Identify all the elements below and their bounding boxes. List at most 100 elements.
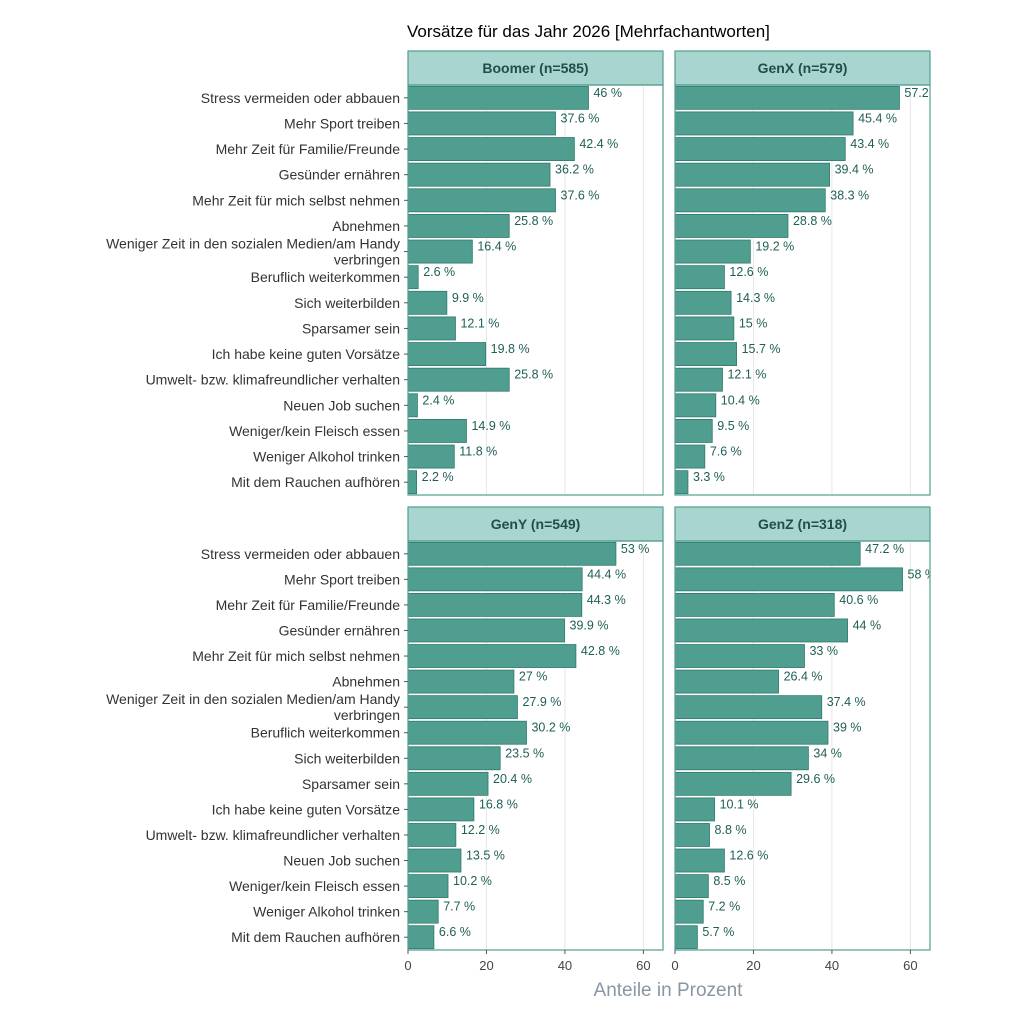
value-label-genx-15: 3.3 %	[693, 470, 725, 484]
value-label-genx-13: 9.5 %	[717, 419, 749, 433]
bar-genz-3	[675, 618, 849, 643]
value-label-boomer-2: 42.4 %	[579, 137, 618, 151]
category-label: Sparsamer sein	[302, 320, 400, 336]
value-label-boomer-9: 12.1 %	[460, 316, 499, 330]
category-label: Neuen Job suchen	[283, 853, 400, 869]
bar-genz-0	[675, 541, 861, 566]
bar-boomer-10	[408, 342, 487, 366]
bar-geny-7	[408, 720, 527, 745]
bar-genx-13	[675, 419, 713, 443]
value-label-genx-12: 10.4 %	[721, 393, 760, 407]
value-label-geny-13: 10.2 %	[453, 874, 492, 888]
value-label-genz-2: 40.6 %	[839, 593, 878, 607]
bar-geny-1	[408, 567, 583, 592]
bar-boomer-0	[408, 85, 589, 110]
bar-genz-1	[675, 567, 903, 592]
value-label-genx-5: 28.8 %	[793, 214, 832, 228]
category-label: Mit dem Rauchen aufhören	[231, 929, 400, 945]
bar-geny-0	[408, 541, 617, 566]
value-label-genz-4: 33 %	[809, 644, 838, 658]
bar-genx-15	[675, 470, 689, 495]
category-label: Weniger/kein Fleisch essen	[229, 423, 400, 439]
value-label-genx-10: 15.7 %	[742, 342, 781, 356]
value-label-genx-4: 38.3 %	[830, 188, 869, 202]
category-label: Abnehmen	[332, 674, 400, 690]
value-label-geny-3: 39.9 %	[570, 618, 609, 632]
panel-border-genz	[674, 540, 931, 951]
value-label-genx-6: 19.2 %	[755, 240, 794, 254]
category-label: Mehr Sport treiben	[284, 115, 400, 131]
value-label-geny-0: 53 %	[621, 542, 650, 556]
facet-panels: Boomer (n=585) 46 % 37.6 % 42.4 % 36.2 % 37.6…	[404, 50, 943, 973]
value-label-genx-1: 45.4 %	[858, 111, 897, 125]
value-label-geny-1: 44.4 %	[587, 567, 626, 581]
value-label-boomer-0: 46 %	[593, 86, 622, 100]
bar-genz-8	[675, 746, 809, 771]
bars-genz: 47.2 % 58 % 40.6 % 44 % 33 % 26.4 % 37.4 % 39 %…	[675, 541, 937, 950]
strip-label-genz: GenZ (n=318)	[758, 516, 847, 532]
x-tick-label: 20	[746, 958, 760, 973]
value-label-genz-5: 26.4 %	[784, 670, 823, 684]
category-label: Stress vermeiden oder abbauen	[201, 546, 400, 562]
bar-geny-5	[408, 669, 515, 694]
value-label-geny-2: 44.3 %	[587, 593, 626, 607]
bar-boomer-13	[408, 419, 467, 443]
category-label: Mehr Sport treiben	[284, 571, 400, 587]
bar-boomer-7	[408, 265, 419, 290]
category-label: Weniger Alkohol trinken	[253, 449, 400, 465]
category-label: Umwelt- bzw. klimafreundlicher verhalten	[146, 827, 400, 843]
bar-geny-6	[408, 695, 518, 720]
value-label-boomer-4: 37.6 %	[561, 188, 600, 202]
value-label-genz-6: 37.4 %	[827, 695, 866, 709]
bar-genz-15	[675, 925, 698, 950]
bar-geny-8	[408, 746, 501, 771]
panel-border-geny	[407, 540, 664, 951]
x-tick-label: 40	[558, 958, 572, 973]
bar-boomer-11	[408, 367, 510, 392]
value-label-geny-12: 13.5 %	[466, 849, 505, 863]
value-label-geny-5: 27 %	[519, 670, 548, 684]
bar-genx-7	[675, 265, 725, 290]
value-label-genz-12: 12.6 %	[729, 849, 768, 863]
value-label-genx-0: 57.2 %	[904, 86, 943, 100]
x-tick-label: 40	[825, 958, 839, 973]
category-label: Neuen Job suchen	[283, 397, 400, 413]
x-axis-title: Anteile in Prozent	[594, 980, 744, 1001]
value-label-genz-11: 8.8 %	[715, 823, 747, 837]
category-label: Mehr Zeit für Familie/Freunde	[216, 597, 401, 613]
value-label-genx-7: 12.6 %	[729, 265, 768, 279]
panel-genx: GenX (n=579) 57.2 % 45.4 % 43.4 % 39.4 % 38.3…	[674, 50, 943, 496]
value-label-genz-15: 5.7 %	[702, 925, 734, 939]
value-label-boomer-7: 2.6 %	[423, 265, 455, 279]
bar-geny-4	[408, 644, 577, 668]
bars-boomer: 46 % 37.6 % 42.4 % 36.2 % 37.6 % 25.8 % 16.4 %…	[408, 85, 622, 495]
value-label-genz-3: 44 %	[853, 618, 882, 632]
value-label-genz-1: 58 %	[908, 567, 937, 581]
bar-geny-14	[408, 899, 439, 924]
bar-genx-5	[675, 214, 789, 238]
value-label-genz-14: 7.2 %	[708, 900, 740, 914]
bar-boomer-8	[408, 290, 448, 315]
category-label: Umwelt- bzw. klimafreundlicher verhalten	[146, 372, 400, 388]
category-label: Abnehmen	[332, 218, 400, 234]
value-label-genz-0: 47.2 %	[865, 542, 904, 556]
value-label-boomer-13: 14.9 %	[471, 419, 510, 433]
bar-genz-10	[675, 797, 716, 822]
value-label-boomer-3: 36.2 %	[555, 163, 594, 177]
category-label: Weniger Alkohol trinken	[253, 904, 400, 920]
bar-boomer-2	[408, 137, 575, 161]
bar-genz-9	[675, 771, 792, 796]
bar-boomer-6	[408, 239, 473, 264]
strip-label-genx: GenX (n=579)	[758, 60, 848, 76]
category-label: Sich weiterbilden	[294, 750, 400, 766]
value-label-geny-7: 30.2 %	[531, 721, 570, 735]
bar-genz-12	[675, 848, 725, 873]
category-label: Mehr Zeit für mich selbst nehmen	[192, 192, 400, 208]
value-label-geny-4: 42.8 %	[581, 644, 620, 658]
category-label: Weniger Zeit in den sozialen Medien/am H…	[106, 236, 400, 268]
category-label: Ich habe keine guten Vorsätze	[212, 346, 401, 362]
x-tick-label: 60	[903, 958, 917, 973]
value-label-boomer-14: 11.8 %	[459, 445, 497, 459]
category-label: Stress vermeiden oder abbauen	[201, 90, 400, 106]
